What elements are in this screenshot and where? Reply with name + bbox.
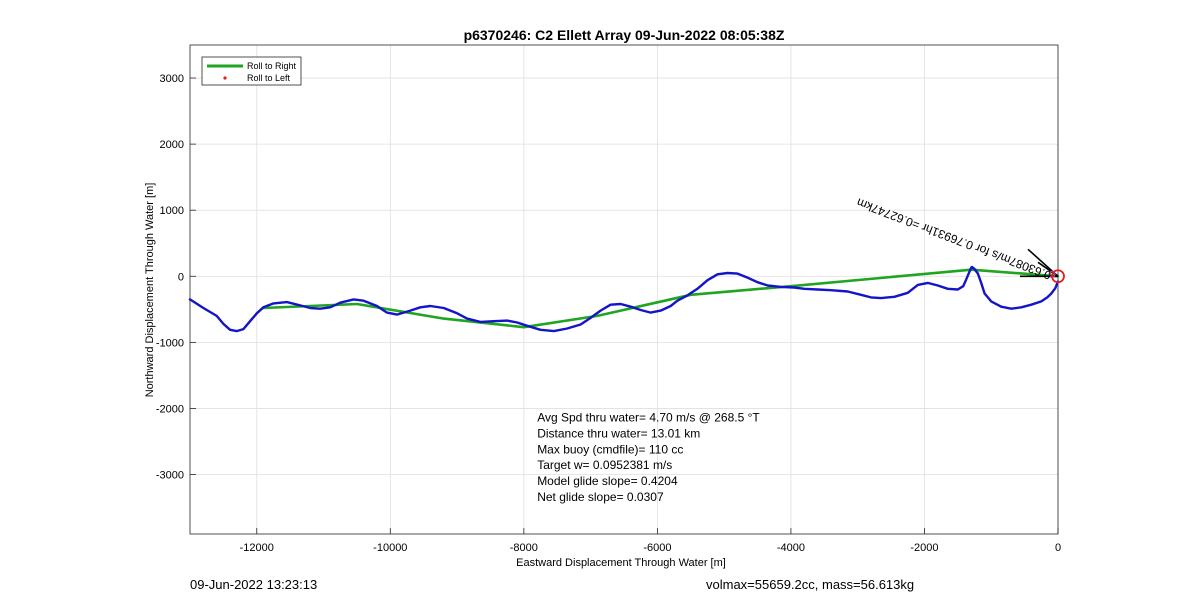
x-tick-label: -12000 [240, 542, 274, 554]
y-axis-label: Northward Displacement Through Water [m] [144, 183, 156, 398]
axes-box [189, 44, 1059, 535]
legend-box [201, 56, 302, 86]
footer-volume-mass: volmax=55659.2cc, mass=56.613kg [706, 577, 915, 592]
end-point-marker [1051, 269, 1065, 284]
rotated-velocity-label: 0.63087m/s for 0.76931hr =0.62747km [855, 195, 1053, 282]
legend-swatch-dot [223, 76, 227, 80]
x-tick-label: -2000 [910, 542, 938, 554]
stats-annotation: Target w= 0.0952381 m/s [537, 458, 672, 472]
legend: Roll to Right Roll to Left [201, 56, 302, 86]
footer-timestamp: 09-Jun-2022 13:23:13 [190, 577, 318, 592]
y-tick-label: 1000 [160, 205, 184, 217]
x-tick-label: -8000 [510, 542, 538, 554]
track-series-line [188, 265, 1060, 333]
y-tick-label: -1000 [156, 337, 184, 349]
x-tick-label: -10000 [373, 542, 407, 554]
y-tick-label: -2000 [156, 403, 184, 415]
x-tick-label: -4000 [777, 542, 805, 554]
x-tick-label: -6000 [643, 542, 671, 554]
y-tick-label: 2000 [160, 139, 184, 151]
y-tick-label: -3000 [156, 470, 184, 482]
x-axis-label: Eastward Displacement Through Water [m] [516, 557, 726, 569]
stats-annotation: Distance thru water= 13.01 km [537, 427, 700, 441]
legend-label: Roll to Right [247, 61, 297, 71]
plot-series [188, 248, 1065, 333]
roll-right-series-line [262, 268, 1060, 329]
x-tick-label: 0 [1055, 542, 1061, 554]
annotations: 0.63087m/s for 0.76931hr =0.62747km Avg S… [537, 195, 1053, 504]
stats-annotation: Net glide slope= 0.0307 [537, 490, 664, 504]
stats-annotation: Avg Spd thru water= 4.70 m/s @ 268.5 °T [537, 411, 760, 425]
chart-title: p6370246: C2 Ellett Array 09-Jun-2022 08… [464, 27, 785, 43]
y-tick-label: 3000 [160, 73, 184, 85]
grid [190, 45, 1059, 534]
legend-label: Roll to Left [247, 73, 291, 83]
stats-annotation: Model glide slope= 0.4204 [537, 474, 678, 488]
y-tick-label: 0 [178, 271, 184, 283]
stats-annotation: Max buoy (cmdfile)= 110 cc [537, 442, 683, 456]
axis-ticks: -12000 -10000 -8000 -6000 -4000 -2000 03000200… [156, 73, 1061, 554]
